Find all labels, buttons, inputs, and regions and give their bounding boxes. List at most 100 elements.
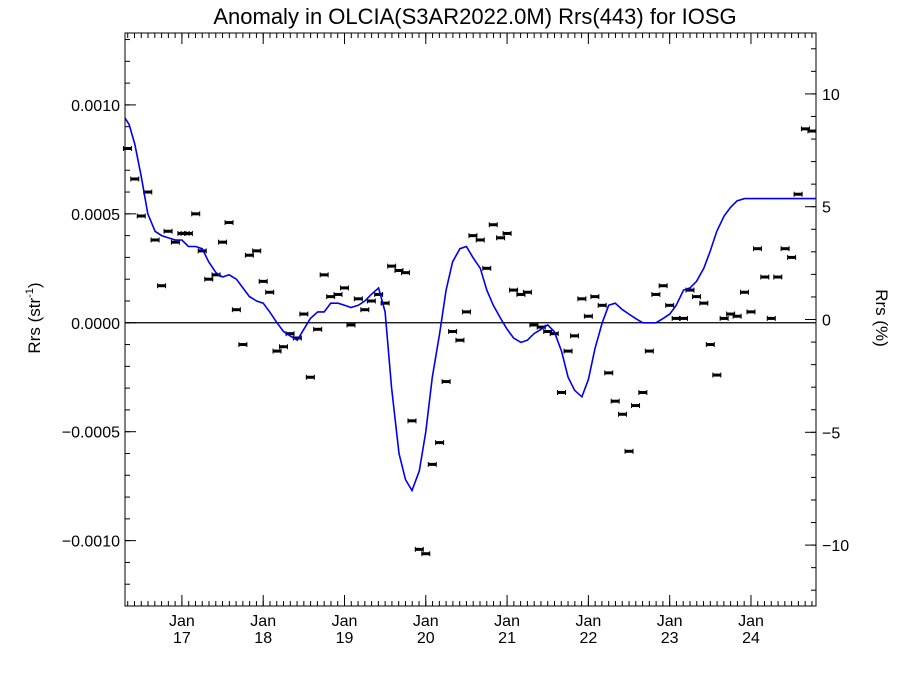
y-right-tick-label: −5 bbox=[822, 425, 840, 442]
data-point-bar bbox=[333, 292, 342, 296]
data-point bbox=[258, 278, 268, 284]
data-point-bar bbox=[428, 462, 437, 466]
data-point bbox=[638, 389, 648, 395]
data-point bbox=[339, 285, 349, 291]
x-tick-label-month: Jan bbox=[657, 613, 683, 630]
data-point bbox=[455, 337, 465, 343]
x-tick-label-year: 23 bbox=[661, 630, 679, 647]
x-tick-label-year: 17 bbox=[173, 630, 191, 647]
data-point-bar bbox=[273, 349, 282, 353]
data-point-bar bbox=[746, 310, 755, 314]
data-point bbox=[475, 237, 485, 243]
x-tick-label-month: Jan bbox=[169, 613, 195, 630]
data-point bbox=[427, 461, 437, 467]
data-point-bar bbox=[184, 231, 193, 235]
y-right-tick-label: 10 bbox=[822, 87, 840, 104]
x-tick-label-year: 18 bbox=[254, 630, 272, 647]
data-point bbox=[644, 348, 654, 354]
data-point-bar bbox=[259, 279, 268, 283]
x-tick-label-year: 19 bbox=[336, 630, 354, 647]
data-point-bar bbox=[245, 253, 254, 257]
data-point bbox=[204, 276, 214, 282]
data-point bbox=[360, 307, 370, 313]
data-point bbox=[421, 551, 431, 557]
data-point bbox=[366, 298, 376, 304]
data-point-bar bbox=[685, 288, 694, 292]
data-point-bar bbox=[590, 295, 599, 299]
data-point bbox=[658, 283, 668, 289]
data-point bbox=[651, 291, 661, 297]
data-point-bar bbox=[455, 338, 464, 342]
data-point bbox=[197, 248, 207, 254]
data-point-bar bbox=[503, 231, 512, 235]
x-tick-label-month: Jan bbox=[413, 613, 439, 630]
data-point-bar bbox=[564, 349, 573, 353]
data-point bbox=[130, 176, 140, 182]
data-point-bar bbox=[421, 552, 430, 556]
data-point-bar bbox=[354, 297, 363, 301]
data-point-bar bbox=[679, 316, 688, 320]
data-point bbox=[665, 302, 675, 308]
data-point-bar bbox=[807, 129, 816, 133]
data-point bbox=[752, 246, 762, 252]
data-point bbox=[522, 289, 532, 295]
data-point-bar bbox=[740, 290, 749, 294]
data-point-bar bbox=[618, 412, 627, 416]
data-point bbox=[610, 398, 620, 404]
data-point bbox=[502, 230, 512, 236]
data-point-bar bbox=[584, 314, 593, 318]
y-right-tick-label: 5 bbox=[822, 200, 831, 217]
data-point bbox=[461, 309, 471, 315]
data-point bbox=[387, 263, 397, 269]
data-point bbox=[496, 235, 506, 241]
data-point-bar bbox=[476, 238, 485, 242]
data-point bbox=[773, 274, 783, 280]
data-point bbox=[333, 291, 343, 297]
y-left-tick-label: −0.0010 bbox=[62, 534, 120, 551]
data-point bbox=[252, 248, 262, 254]
data-point-bar bbox=[137, 214, 146, 218]
y-axis-left-label-sup: -1 bbox=[24, 288, 36, 298]
data-point-bar bbox=[720, 316, 729, 320]
data-point-bar bbox=[659, 284, 668, 288]
data-point-bar bbox=[753, 247, 762, 251]
data-point bbox=[699, 300, 709, 306]
data-point bbox=[618, 411, 628, 417]
data-point-bar bbox=[143, 190, 152, 194]
data-point-bar bbox=[794, 192, 803, 196]
data-point bbox=[265, 289, 275, 295]
y-left-tick-label: 0.0000 bbox=[71, 316, 120, 333]
data-point-bar bbox=[523, 290, 532, 294]
x-tick-label-month: Jan bbox=[575, 613, 601, 630]
data-point-bar bbox=[232, 308, 241, 312]
data-point bbox=[407, 418, 417, 424]
data-point-bar bbox=[360, 308, 369, 312]
data-point-bar bbox=[692, 295, 701, 299]
data-point-bar bbox=[767, 316, 776, 320]
y-axis-left-label-close: ) bbox=[25, 282, 44, 288]
data-point bbox=[631, 403, 641, 409]
data-point bbox=[732, 313, 742, 319]
data-point-bar bbox=[543, 329, 552, 333]
data-point-bar bbox=[299, 312, 308, 316]
data-point-bar bbox=[570, 334, 579, 338]
data-point-bar bbox=[462, 310, 471, 314]
data-point-bar bbox=[773, 275, 782, 279]
data-point-bar bbox=[374, 292, 383, 296]
x-tick-label-year: 21 bbox=[498, 630, 516, 647]
data-point-bar bbox=[151, 238, 160, 242]
data-point-bar bbox=[306, 375, 315, 379]
data-point-bar bbox=[557, 390, 566, 394]
data-point bbox=[400, 270, 410, 276]
series-line bbox=[124, 117, 816, 493]
data-point bbox=[305, 374, 315, 380]
y-axis-left-label: Rrs (str-1) bbox=[24, 282, 44, 353]
data-point-bar bbox=[604, 371, 613, 375]
data-point bbox=[705, 342, 715, 348]
data-point bbox=[691, 294, 701, 300]
data-point bbox=[671, 315, 681, 321]
data-point bbox=[604, 370, 614, 376]
data-point bbox=[183, 230, 193, 236]
